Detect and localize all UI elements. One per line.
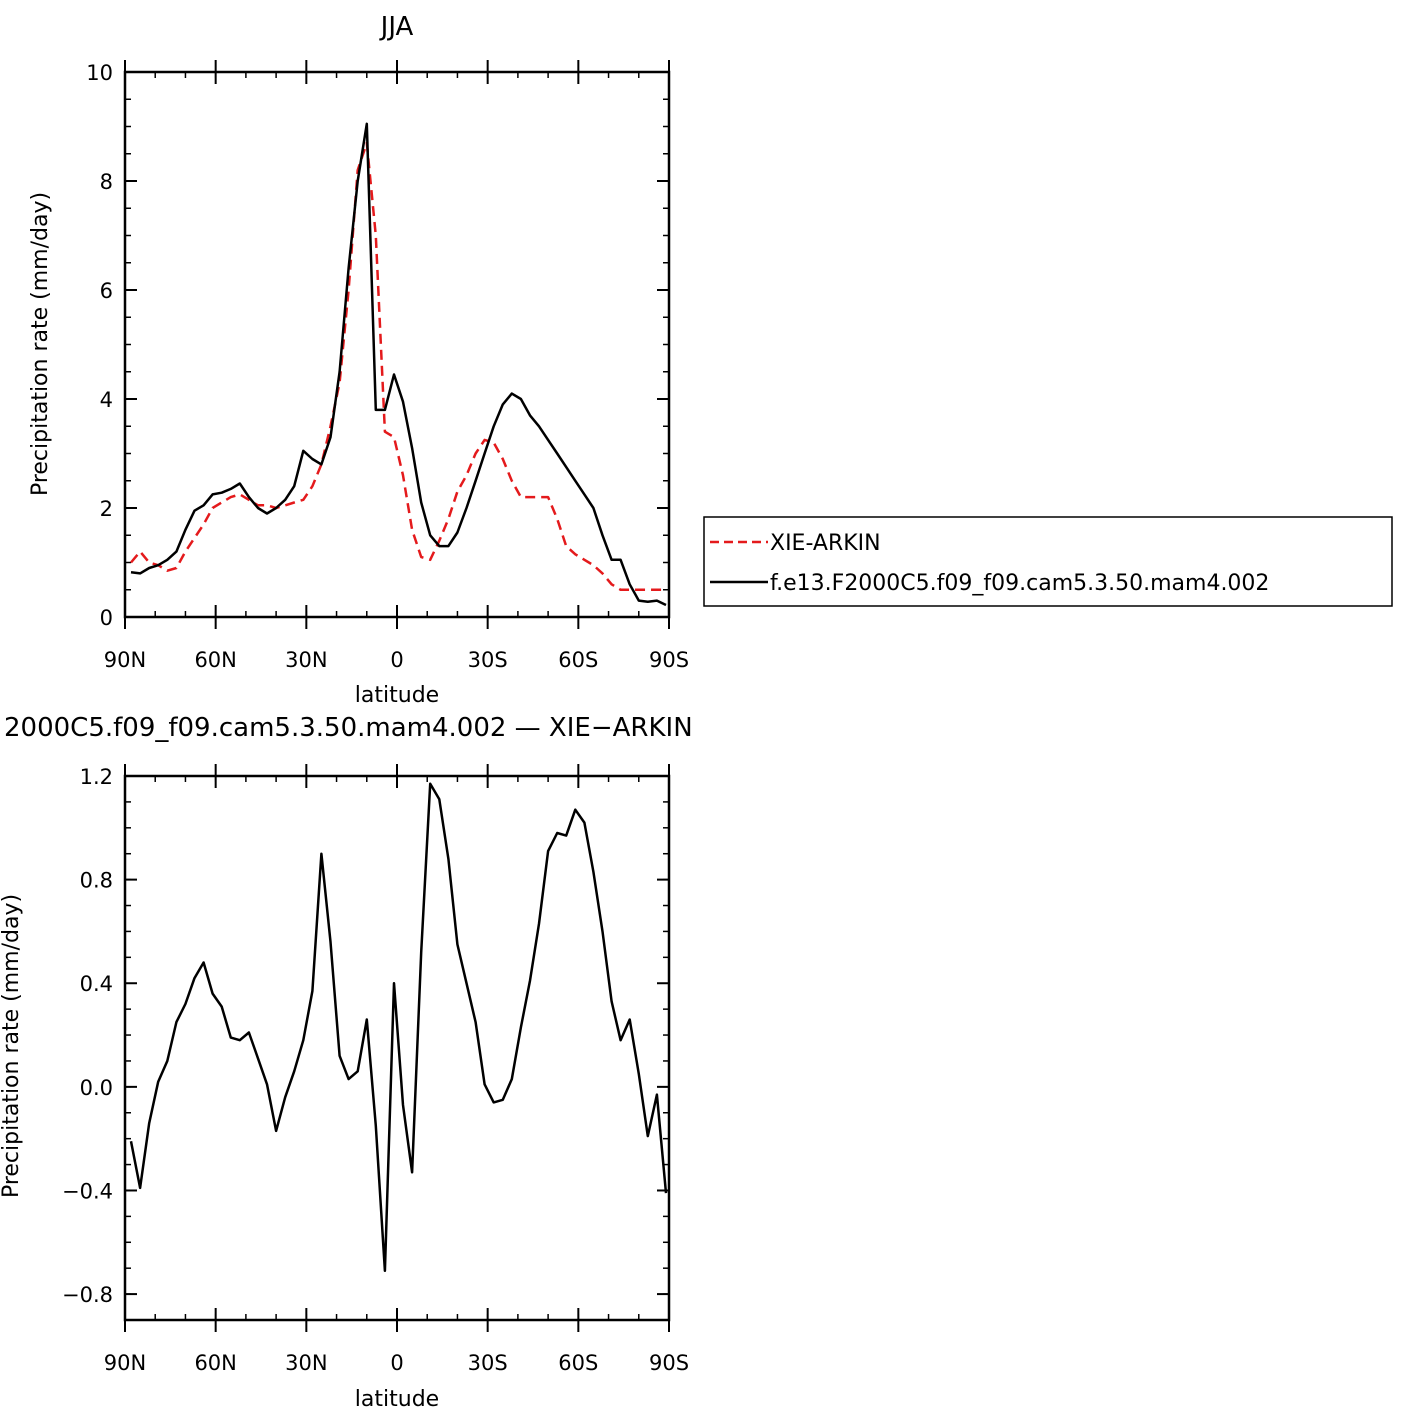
bottom-x-tick-label: 30S: [468, 1351, 508, 1375]
top-x-ticks: 90N 60N 30N 0 30S 60S 90S: [104, 60, 689, 672]
top-series-line-1: [130, 122, 667, 607]
top-y-tick-label: 4: [100, 388, 113, 412]
bottom-x-tick-label: 30N: [285, 1351, 327, 1375]
bottom-y-tick-label: −0.4: [62, 1179, 113, 1203]
bottom-title: 2000C5.f09_f09.cam5.3.50.mam4.002 — XIE−…: [4, 713, 693, 743]
bottom-series-group: [129, 782, 668, 1273]
top-x-tick-label: 60S: [558, 648, 598, 672]
bottom-y-tick-label: −0.8: [62, 1283, 113, 1307]
bottom-y-tick-label: 0.8: [80, 869, 113, 893]
top-y-tick-label: 2: [100, 497, 113, 521]
top-series-line-0: [130, 141, 666, 592]
bottom-x-tick-label: 60S: [558, 1351, 598, 1375]
top-y-tick-label: 10: [86, 61, 113, 85]
bottom-series-line-0: [129, 782, 668, 1273]
bottom-y-tick-label: 1.2: [80, 765, 113, 789]
top-x-tick-label: 90S: [649, 648, 689, 672]
top-title: JJA: [379, 12, 414, 42]
bottom-y-tick-label: 0.0: [80, 1076, 113, 1100]
top-y-axis-label: Precipitation rate (mm/day): [28, 192, 53, 496]
bottom-y-tick-label: 0.4: [80, 972, 113, 996]
top-x-tick-label: 90N: [104, 648, 146, 672]
bottom-y-axis-label: Precipitation rate (mm/day): [0, 894, 24, 1198]
top-y-tick-label: 0: [100, 606, 113, 630]
bottom-x-tick-label: 90S: [649, 1351, 689, 1375]
top-x-tick-label: 30S: [468, 648, 508, 672]
bottom-y-ticks: −0.8 −0.4 0.0 0.4 0.8 1.2: [62, 765, 669, 1321]
bottom-panel: 2000C5.f09_f09.cam5.3.50.mam4.002 — XIE−…: [0, 713, 693, 1412]
top-series-group: [130, 122, 667, 607]
top-x-tick-label: 30N: [285, 648, 327, 672]
legend: XIE-ARKIN f.e13.F2000C5.f09_f09.cam5.3.5…: [703, 516, 1393, 607]
top-y-tick-label: 6: [100, 279, 113, 303]
bottom-x-ticks: 90N 60N 30N 0 30S 60S 90S: [104, 764, 689, 1375]
top-x-tick-label: 60N: [194, 648, 236, 672]
bottom-x-tick-label: 60N: [194, 1351, 236, 1375]
legend-label-xie-arkin: XIE-ARKIN: [770, 531, 881, 556]
legend-box: [703, 516, 1393, 607]
top-y-tick-label: 8: [100, 170, 113, 194]
top-x-tick-label: 0: [390, 648, 403, 672]
bottom-x-tick-label: 90N: [104, 1351, 146, 1375]
legend-label-model: f.e13.F2000C5.f09_f09.cam5.3.50.mam4.002: [770, 571, 1269, 596]
top-x-axis-label: latitude: [355, 683, 439, 708]
top-y-ticks: 0 2 4 6 8 10: [86, 61, 669, 630]
bottom-x-axis-label: latitude: [355, 1387, 439, 1412]
bottom-plot-frame: [123, 774, 671, 1322]
top-plot-frame: [123, 70, 671, 619]
bottom-x-tick-label: 0: [390, 1351, 403, 1375]
top-panel: JJA 0 2 4 6 8 10 90N 60N 30N 0 30S 60S 90S latitude…: [28, 12, 689, 708]
